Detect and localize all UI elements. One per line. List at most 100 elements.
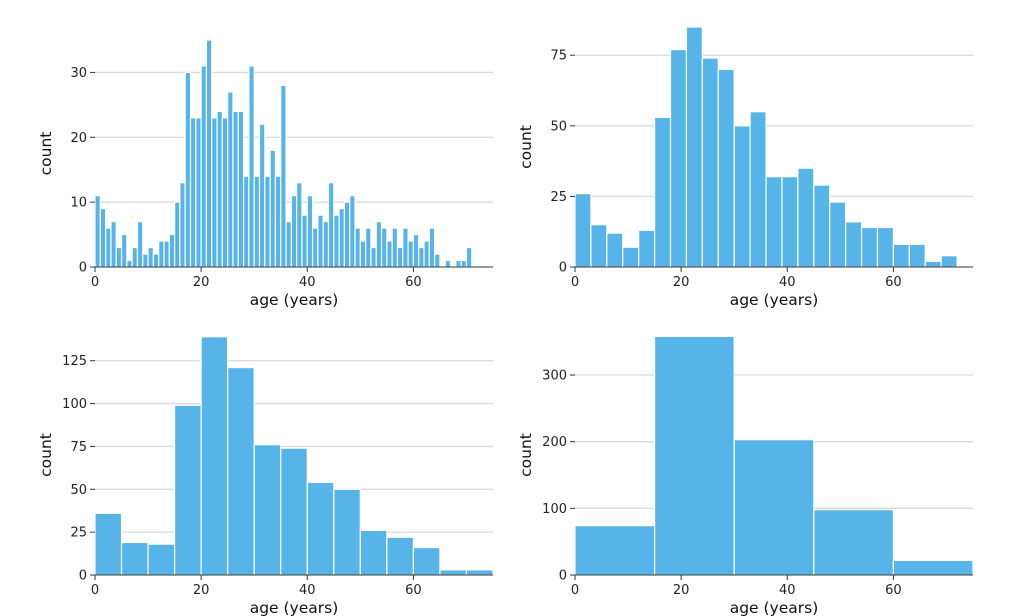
histogram-bar xyxy=(264,175,271,268)
histogram-bar xyxy=(338,208,346,268)
histogram-bar xyxy=(285,221,292,268)
histogram-bar xyxy=(174,201,181,268)
histogram-bar xyxy=(892,559,974,576)
y-axis-title: count xyxy=(37,132,55,176)
histogram-bar xyxy=(375,221,383,268)
histogram-bar xyxy=(412,546,441,576)
x-axis-title: age (years) xyxy=(730,599,819,616)
histogram-bar xyxy=(685,26,703,268)
histogram-bar xyxy=(365,227,372,268)
histogram-bar xyxy=(813,509,894,576)
x-tick-label: 40 xyxy=(779,275,796,290)
x-tick-label: 60 xyxy=(405,583,422,598)
histogram-bar xyxy=(386,536,415,576)
histogram-bar xyxy=(418,246,425,268)
histogram-bar xyxy=(168,233,176,268)
y-tick-label: 50 xyxy=(550,119,567,134)
histogram-bar xyxy=(333,488,361,576)
histogram-bar xyxy=(317,214,324,268)
histogram-bar xyxy=(237,110,245,268)
histogram-bar xyxy=(115,246,123,268)
y-tick-label: 125 xyxy=(62,354,87,369)
histogram-bar xyxy=(829,201,847,268)
histogram-bar xyxy=(120,541,149,576)
histogram-bar xyxy=(412,233,420,268)
histogram-bar xyxy=(749,111,767,268)
histogram-bar xyxy=(402,227,409,268)
histogram-bar xyxy=(306,481,335,576)
histogram-bar xyxy=(179,182,186,268)
x-tick-label: 60 xyxy=(405,275,422,290)
y-tick-label: 0 xyxy=(559,261,567,276)
histogram-bar xyxy=(110,221,117,268)
y-tick-label: 75 xyxy=(70,440,87,455)
x-tick-label: 0 xyxy=(571,583,579,598)
histogram-bar xyxy=(306,195,314,268)
histogram-bar xyxy=(428,227,436,268)
y-tick-label: 75 xyxy=(550,49,567,64)
y-tick-label: 200 xyxy=(542,435,567,450)
histogram-bar xyxy=(386,240,393,268)
histogram-bar xyxy=(142,253,149,268)
histogram-bar xyxy=(396,246,404,268)
histogram-bar xyxy=(296,182,303,268)
histogram-bar xyxy=(152,253,160,268)
x-tick-label: 40 xyxy=(779,583,796,598)
histogram-bar xyxy=(195,117,202,268)
histogram-bar xyxy=(574,192,592,268)
histogram-bar xyxy=(781,176,799,268)
histogram-bar xyxy=(105,227,112,268)
histogram-panel-1: 0 10 20 30 0 20 40 60 age (years) count xyxy=(37,39,493,309)
histogram-bar xyxy=(924,260,942,268)
histogram-bar xyxy=(654,335,735,576)
histogram-bar xyxy=(797,167,815,268)
x-tick-label: 20 xyxy=(193,583,210,598)
histogram-bar xyxy=(669,48,688,268)
histogram-bar xyxy=(200,65,208,268)
x-tick-label: 0 xyxy=(91,275,99,290)
histogram-bar xyxy=(290,195,298,268)
histogram-bar xyxy=(200,336,229,576)
x-tick-label: 60 xyxy=(885,583,902,598)
histogram-panel-4: 0 100 200 300 0 20 40 60 age (years) count xyxy=(517,335,974,616)
y-tick-label: 100 xyxy=(62,397,87,412)
histogram-bar xyxy=(99,208,107,268)
histogram-bar xyxy=(733,125,751,268)
histogram-bar xyxy=(327,182,335,268)
histogram-bar xyxy=(280,447,308,576)
histogram-bar xyxy=(813,184,831,268)
histogram-panel-3: 0 25 50 75 100 125 0 20 40 60 age (years) count xyxy=(37,336,494,616)
histogram-bar xyxy=(248,65,255,268)
x-tick-label: 0 xyxy=(571,275,579,290)
histogram-bar xyxy=(147,246,154,268)
histogram-bar xyxy=(158,240,165,268)
histogram-bar xyxy=(189,117,197,268)
histogram-bar xyxy=(205,39,213,268)
x-tick-label: 0 xyxy=(91,583,99,598)
histogram-bar xyxy=(343,201,351,268)
histogram-bar xyxy=(301,214,308,268)
histogram-bar xyxy=(211,117,218,268)
histogram-bar xyxy=(434,253,441,268)
x-axis-title: age (years) xyxy=(730,291,819,309)
histogram-bar xyxy=(333,214,340,268)
histogram-bar xyxy=(590,224,608,268)
y-axis-title: count xyxy=(517,125,535,169)
histogram-bar xyxy=(606,232,624,268)
histogram-bar xyxy=(227,91,234,268)
histogram-bar xyxy=(370,246,377,268)
histogram-bar xyxy=(174,404,202,576)
y-tick-label: 50 xyxy=(70,483,87,498)
x-axis-title: age (years) xyxy=(250,599,339,616)
histogram-bar xyxy=(184,71,192,268)
y-tick-label: 0 xyxy=(559,569,567,584)
histogram-bar xyxy=(147,543,176,576)
histogram-bar xyxy=(221,117,229,268)
x-tick-label: 40 xyxy=(299,583,316,598)
histogram-bar xyxy=(423,240,430,268)
histogram-bar xyxy=(354,227,361,268)
histogram-bar xyxy=(380,227,388,268)
histogram-bar xyxy=(765,176,783,268)
histogram-bar xyxy=(311,227,319,268)
y-tick-label: 30 xyxy=(70,66,87,81)
